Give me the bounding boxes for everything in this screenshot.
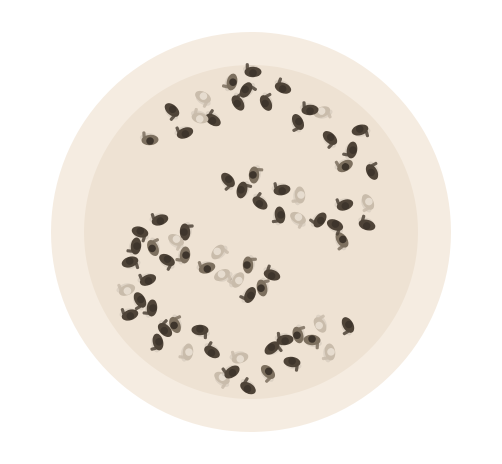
person-figure xyxy=(239,82,257,98)
person-figure xyxy=(133,292,147,311)
person-figure xyxy=(220,172,235,191)
person-figure xyxy=(164,103,180,121)
person-figure xyxy=(179,221,194,241)
person-figure xyxy=(174,126,194,139)
person-figure xyxy=(240,377,256,395)
person-figure xyxy=(236,180,253,199)
person-figure xyxy=(157,319,173,337)
person-figure xyxy=(283,356,302,372)
person-figure xyxy=(334,159,353,173)
person-figure xyxy=(121,256,141,270)
person-figure xyxy=(263,264,281,281)
person-figure xyxy=(271,206,286,226)
person-figure xyxy=(147,237,160,257)
person-figure xyxy=(204,341,220,359)
person-figure xyxy=(116,283,136,296)
person-figure xyxy=(191,324,210,340)
person-figure xyxy=(335,232,349,251)
person-figure xyxy=(149,213,169,226)
person-figure xyxy=(169,314,182,334)
person-figure xyxy=(159,253,175,271)
person-figure xyxy=(292,324,306,344)
person-figure xyxy=(326,219,344,236)
person-figure xyxy=(291,114,305,133)
person-figure xyxy=(334,198,354,211)
person-figure xyxy=(126,237,142,256)
person-figure xyxy=(361,194,375,213)
person-figure xyxy=(291,186,306,206)
person-figure xyxy=(299,101,319,116)
person-figure xyxy=(242,63,262,78)
person-figure xyxy=(221,73,238,92)
person-figure xyxy=(260,364,276,383)
person-figure xyxy=(358,214,376,231)
person-figure xyxy=(119,308,139,321)
person-figure xyxy=(175,246,191,265)
person-figure xyxy=(150,333,164,353)
person-figure xyxy=(168,233,184,251)
person-figure xyxy=(274,331,294,346)
person-figure xyxy=(196,261,216,274)
person-figure xyxy=(271,182,291,196)
person-figure xyxy=(259,92,273,111)
person-figure xyxy=(248,165,264,184)
person-figure xyxy=(231,92,245,111)
person-figure xyxy=(205,109,221,127)
crowd-group xyxy=(116,63,379,395)
person-figure xyxy=(365,161,379,180)
person-figure xyxy=(195,90,211,108)
person-figure xyxy=(211,244,229,260)
person-figure xyxy=(142,299,158,318)
inner-disc xyxy=(84,65,418,399)
person-figure xyxy=(341,317,355,336)
person-figure xyxy=(274,77,292,94)
person-figure xyxy=(256,277,270,297)
person-figure xyxy=(190,107,209,124)
person-figure xyxy=(242,254,257,274)
person-figure xyxy=(227,272,245,288)
person-figure xyxy=(137,273,157,286)
person-figure xyxy=(252,192,268,210)
person-figure xyxy=(221,365,240,379)
person-figure xyxy=(290,211,306,229)
person-figure xyxy=(239,287,256,303)
person-figure xyxy=(322,131,338,149)
person-figure xyxy=(139,131,159,146)
person-figure xyxy=(309,212,327,228)
person-figure xyxy=(264,341,283,355)
person-figure xyxy=(313,314,327,333)
person-figure xyxy=(214,268,233,282)
person-figure xyxy=(342,141,358,160)
person-figure xyxy=(178,343,194,362)
person-figure xyxy=(351,124,371,138)
person-figure xyxy=(321,343,336,363)
person-figure xyxy=(303,334,322,350)
person-figure xyxy=(229,350,249,364)
